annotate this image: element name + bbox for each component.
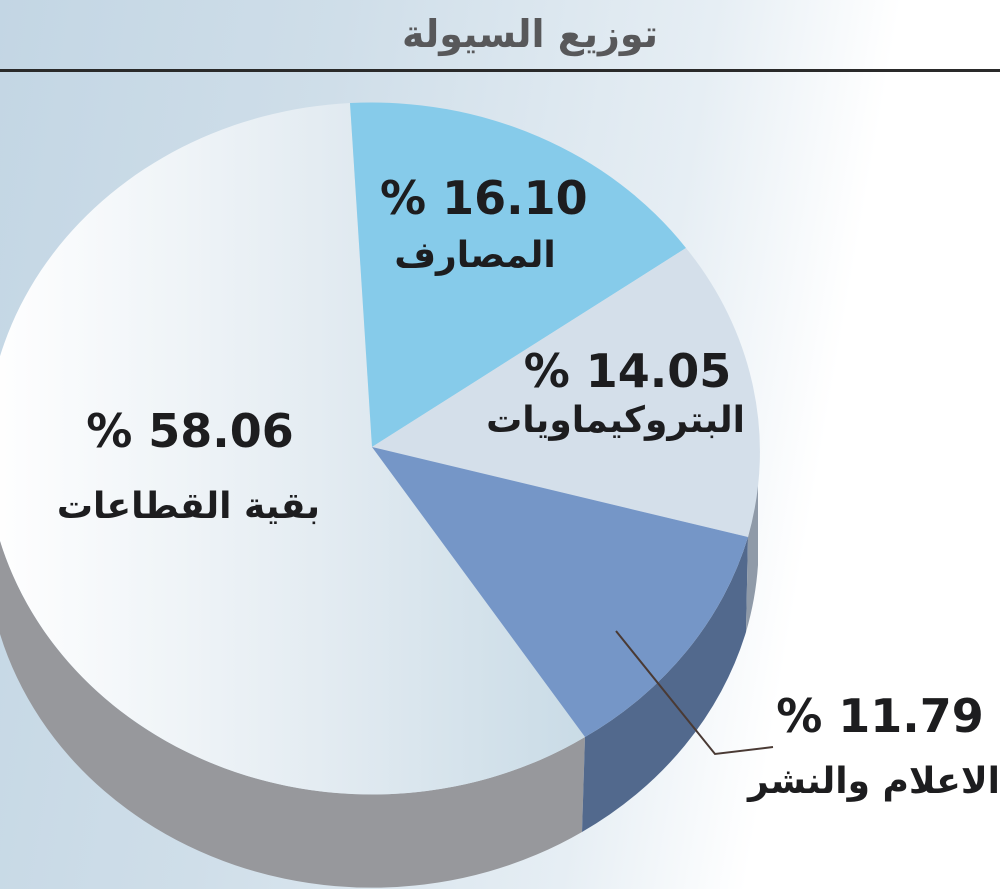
- title-divider: [0, 69, 1000, 72]
- label-petrochem-value: % 14.05: [523, 344, 732, 398]
- label-others-name: بقية القطاعات: [56, 486, 320, 527]
- slice-side-others: [0, 540, 585, 888]
- slice-side-petrochem: [746, 470, 758, 632]
- slice-others: [0, 103, 585, 795]
- slice-petrochem: [372, 248, 760, 537]
- label-petrochem: % 14.05 البتروكيماويات: [486, 344, 745, 443]
- slice-banks: [350, 102, 686, 448]
- label-media-name: الاعلام والنشر: [748, 761, 1000, 802]
- label-banks: % 16.10 المصارف: [380, 171, 588, 278]
- label-petrochem-name: البتروكيماويات: [486, 400, 745, 441]
- label-media-value: % 11.79: [776, 689, 984, 743]
- leader-line-media: [615, 630, 774, 756]
- chart-title: توزيع السيولة: [401, 12, 659, 56]
- pie-depth: [0, 470, 758, 888]
- label-others-value: % 58.06: [86, 404, 294, 458]
- label-media: % 11.79 الاعلام والنشر: [748, 689, 1000, 804]
- slice-side-media: [582, 537, 748, 832]
- label-banks-value: % 16.10: [380, 171, 588, 225]
- label-others: % 58.06 بقية القطاعات: [56, 404, 320, 529]
- slice-media: [372, 447, 748, 737]
- label-banks-name: المصارف: [394, 235, 556, 276]
- chart-header: توزيع السيولة: [0, 0, 1000, 72]
- pie-top: [0, 102, 760, 795]
